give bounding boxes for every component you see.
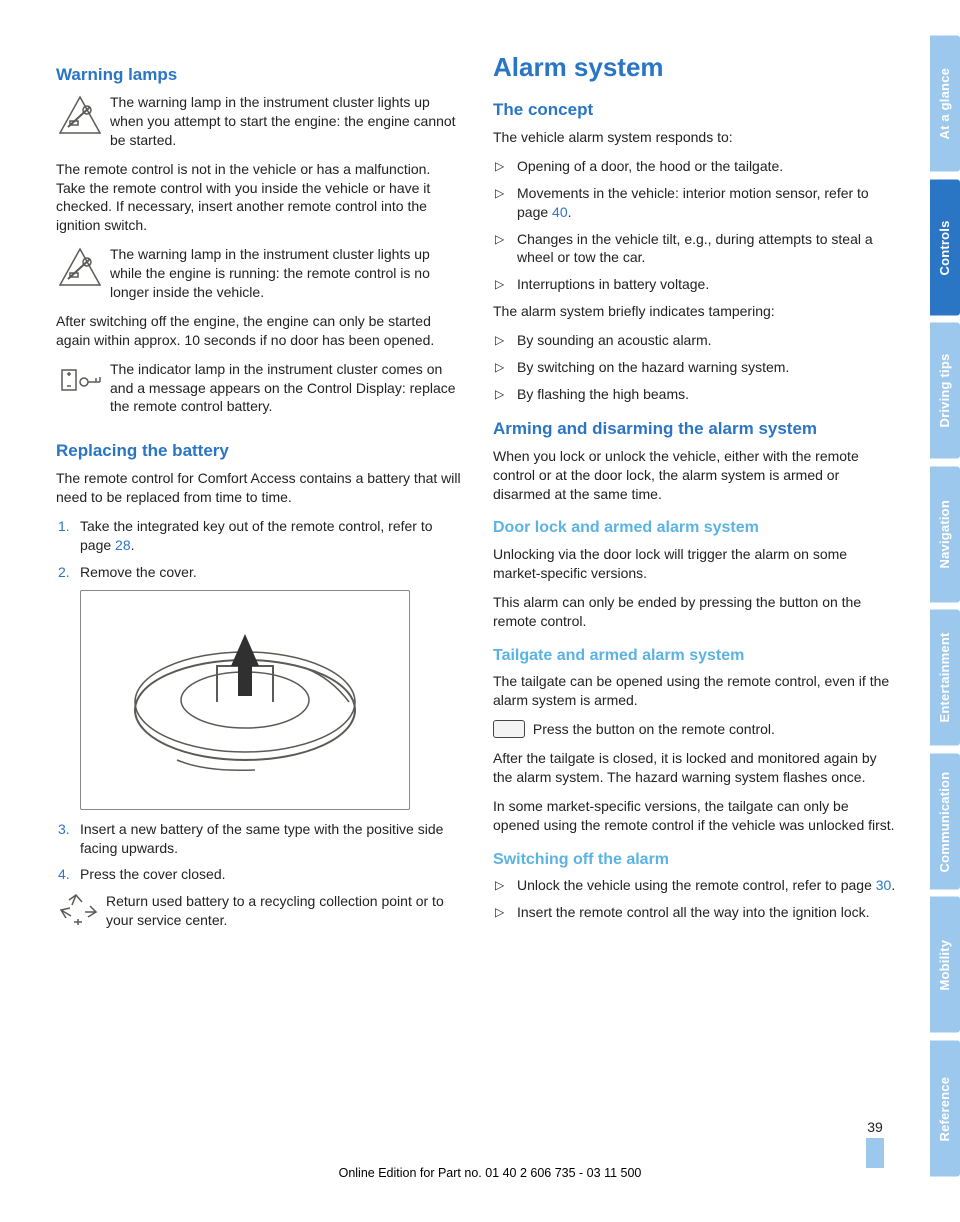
indicator-block: The indicator lamp in the instrument clu… — [56, 360, 461, 427]
key-slash-triangle-icon — [56, 245, 104, 289]
tab-entertainment[interactable]: Entertainment — [930, 610, 960, 746]
key-slash-triangle-icon — [56, 93, 104, 137]
page-link-30[interactable]: 30 — [876, 877, 892, 893]
right-column: Alarm system The concept The vehicle ala… — [493, 50, 924, 1157]
tamper-3: By flashing the high beams. — [493, 385, 898, 404]
switchoff-list: Unlock the vehicle using the remote cont… — [493, 876, 898, 922]
tab-controls[interactable]: Controls — [930, 180, 960, 316]
warning-text-1: The warning lamp in the instrument clust… — [56, 93, 461, 150]
heading-replace-battery: Replacing the battery — [56, 440, 461, 463]
recycle-text: Return used battery to a recycling colle… — [56, 892, 461, 930]
tab-mobility[interactable]: Mobility — [930, 897, 960, 1033]
step-4-text: Press the cover closed. — [80, 866, 226, 882]
tailgate-p4: In some market-specific versions, the ta… — [493, 797, 898, 835]
switchoff-1: Unlock the vehicle using the remote cont… — [493, 876, 898, 895]
switchoff-1a: Unlock the vehicle using the remote cont… — [517, 877, 876, 893]
side-tabs: At a glance Controls Driving tips Naviga… — [930, 36, 960, 1176]
tailgate-p1: The tailgate can be opened using the rem… — [493, 672, 898, 710]
responds-1: Opening of a door, the hood or the tailg… — [493, 157, 898, 176]
heading-tailgate: Tailgate and armed alarm system — [493, 645, 898, 667]
tab-navigation[interactable]: Navigation — [930, 467, 960, 603]
page-number: 39 — [866, 1118, 884, 1137]
responds-2: Movements in the vehicle: interior motio… — [493, 184, 898, 222]
heading-warning-lamps: Warning lamps — [56, 64, 461, 87]
replace-steps-cont: 3. Insert a new battery of the same type… — [56, 820, 461, 885]
warning-block-2: The warning lamp in the instrument clust… — [56, 245, 461, 312]
warning-text-4: After switching off the engine, the engi… — [56, 312, 461, 350]
manual-page: Warning lamps The warning lamp in the in… — [0, 0, 960, 1222]
replace-intro: The remote control for Comfort Access co… — [56, 469, 461, 507]
remote-button-icon — [493, 720, 525, 738]
recycle-icon — [56, 892, 100, 928]
replace-steps: 1. Take the integrated key out of the re… — [56, 517, 461, 582]
arming-text: When you lock or unlock the vehicle, eit… — [493, 447, 898, 504]
tab-reference[interactable]: Reference — [930, 1041, 960, 1177]
page-link-28[interactable]: 28 — [115, 537, 131, 553]
tab-at-a-glance[interactable]: At a glance — [930, 36, 960, 172]
left-column: Warning lamps The warning lamp in the in… — [56, 50, 461, 1157]
tailgate-p2-text: Press the button on the remote control. — [529, 721, 775, 737]
two-column-layout: Warning lamps The warning lamp in the in… — [56, 50, 924, 1157]
step-4: 4. Press the cover closed. — [56, 865, 461, 884]
tab-driving-tips[interactable]: Driving tips — [930, 323, 960, 459]
page-number-block: 39 — [866, 1118, 884, 1168]
recycle-note: Return used battery to a recycling colle… — [56, 892, 461, 940]
step-2-text: Remove the cover. — [80, 564, 197, 580]
remote-cover-illustration — [80, 590, 410, 810]
warning-text-2: The remote control is not in the vehicle… — [56, 160, 461, 236]
tamper-1: By sounding an acoustic alarm. — [493, 331, 898, 350]
step-3: 3. Insert a new battery of the same type… — [56, 820, 461, 858]
tamper-list: By sounding an acoustic alarm. By switch… — [493, 331, 898, 404]
doorlock-p2: This alarm can only be ended by pressing… — [493, 593, 898, 631]
tailgate-p3: After the tailgate is closed, it is lock… — [493, 749, 898, 787]
footer-text: Online Edition for Part no. 01 40 2 606 … — [56, 1165, 924, 1182]
heading-doorlock: Door lock and armed alarm system — [493, 517, 898, 539]
step-1-text-b: . — [131, 537, 135, 553]
switchoff-1b: . — [891, 877, 895, 893]
tamper-2: By switching on the hazard warning syste… — [493, 358, 898, 377]
warning-block-1: The warning lamp in the instrument clust… — [56, 93, 461, 160]
responds-list: Opening of a door, the hood or the tailg… — [493, 157, 898, 294]
doorlock-p1: Unlocking via the door lock will trigger… — [493, 545, 898, 583]
heading-alarm-system: Alarm system — [493, 50, 898, 85]
switchoff-2: Insert the remote control all the way in… — [493, 903, 898, 922]
indicator-text: The indicator lamp in the instrument clu… — [56, 360, 461, 417]
step-2: 2. Remove the cover. — [56, 563, 461, 582]
responds-3: Changes in the vehicle tilt, e.g., durin… — [493, 230, 898, 268]
responds-2b: . — [568, 204, 572, 220]
warning-text-3: The warning lamp in the instrument clust… — [56, 245, 461, 302]
heading-switchoff: Switching off the alarm — [493, 849, 898, 871]
tailgate-p2: Press the button on the remote control. — [493, 720, 898, 739]
responds-4: Interruptions in battery voltage. — [493, 275, 898, 294]
heading-arming: Arming and disarming the alarm system — [493, 418, 898, 441]
battery-key-icon — [56, 360, 104, 404]
heading-concept: The concept — [493, 99, 898, 122]
step-3-text: Insert a new battery of the same type wi… — [80, 821, 443, 856]
page-link-40[interactable]: 40 — [552, 204, 568, 220]
page-number-bar — [866, 1138, 884, 1168]
concept-intro: The vehicle alarm system responds to: — [493, 128, 898, 147]
step-1: 1. Take the integrated key out of the re… — [56, 517, 461, 555]
tab-communication[interactable]: Communication — [930, 754, 960, 890]
tamper-intro: The alarm system briefly indicates tampe… — [493, 302, 898, 321]
